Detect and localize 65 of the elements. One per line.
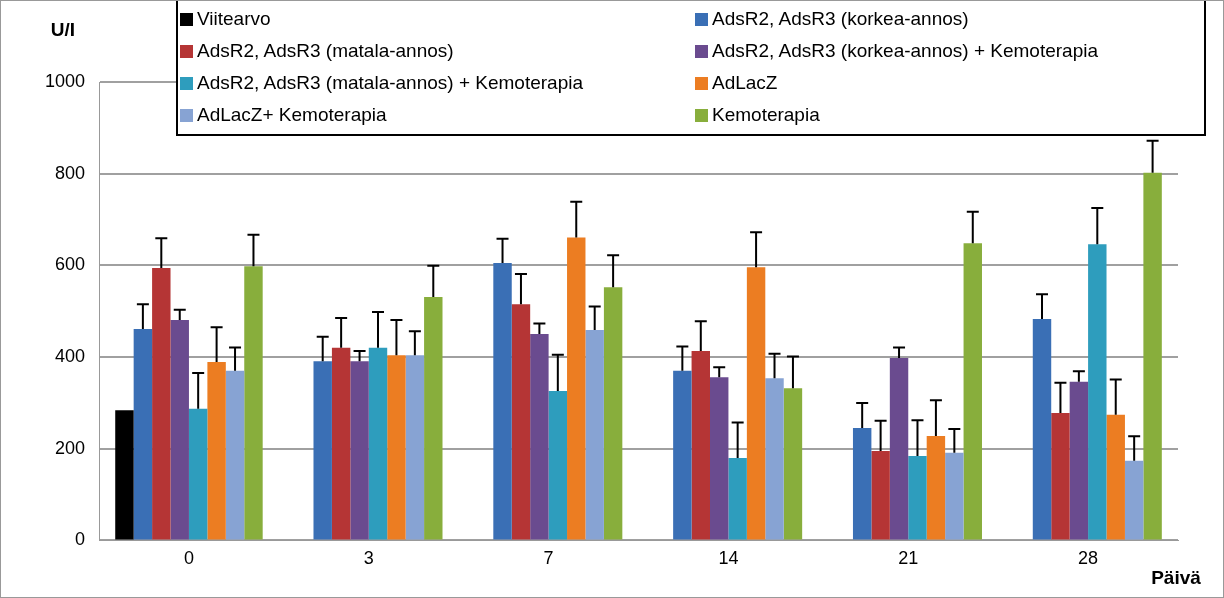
bar [945,452,964,540]
x-tick-label: 28 [1078,548,1099,569]
bar [511,304,531,540]
bar [225,370,245,540]
bar [350,361,369,540]
bar [368,347,388,540]
y-tick-label: 400 [55,346,86,367]
bar [1088,244,1107,540]
bar [673,370,692,540]
legend-label: AdsR2, AdsR3 (korkea-annos) + Kemoterapia [711,39,1099,63]
x-tick-label: 7 [543,548,554,569]
y-tick-label: 600 [55,254,86,275]
bar [567,237,586,540]
x-tick-label: 0 [183,548,194,569]
bar [1051,412,1070,540]
x-tick-label: 3 [363,548,374,569]
bar [765,378,784,540]
bar [691,351,710,540]
legend-label: Viitearvo [196,7,272,31]
bar [746,267,766,540]
legend-label: Kemoterapia [711,103,821,127]
legend-label: AdsR2, AdsR3 (matala-annos) + Kemoterapia [196,71,584,95]
x-axis-title: Päivä [1151,567,1202,589]
bar [871,451,890,540]
bar [963,243,982,540]
bar [1032,318,1052,540]
bar [1124,460,1144,540]
bar [1106,414,1125,540]
bar [493,263,512,540]
bar [1143,172,1162,540]
bar [889,357,909,540]
x-tick-label: 14 [718,548,739,569]
bar [331,347,351,540]
bar [728,457,747,540]
bar [313,361,332,540]
bar [710,377,729,540]
bar [783,388,803,540]
y-tick-label: 0 [75,529,86,550]
bar [585,329,604,540]
bar [548,390,568,540]
bar [170,319,189,540]
bar [908,456,927,540]
bar [115,410,134,540]
x-tick-label: 21 [898,548,919,569]
bar [188,408,208,540]
legend-label: AdLacZ [711,71,779,95]
bar [926,435,946,540]
bar [152,268,171,540]
y-axis-title: U/I [50,19,76,41]
legend-label: AdsR2, AdsR3 (korkea-annos) [711,7,970,31]
y-tick-label: 200 [55,437,86,458]
bar [405,355,425,540]
bar [133,329,153,540]
bar [603,287,623,540]
legend-label: AdsR2, AdsR3 (matala-annos) [196,39,455,63]
bar [244,266,263,540]
bar [1069,381,1089,540]
legend-label: AdLacZ+ Kemoterapia [196,103,388,127]
bar [424,296,443,540]
bar [852,428,872,540]
bar [387,355,406,540]
y-tick-label: 1000 [45,70,86,91]
bar [530,334,549,540]
bar [207,362,226,540]
y-tick-label: 800 [55,162,86,183]
